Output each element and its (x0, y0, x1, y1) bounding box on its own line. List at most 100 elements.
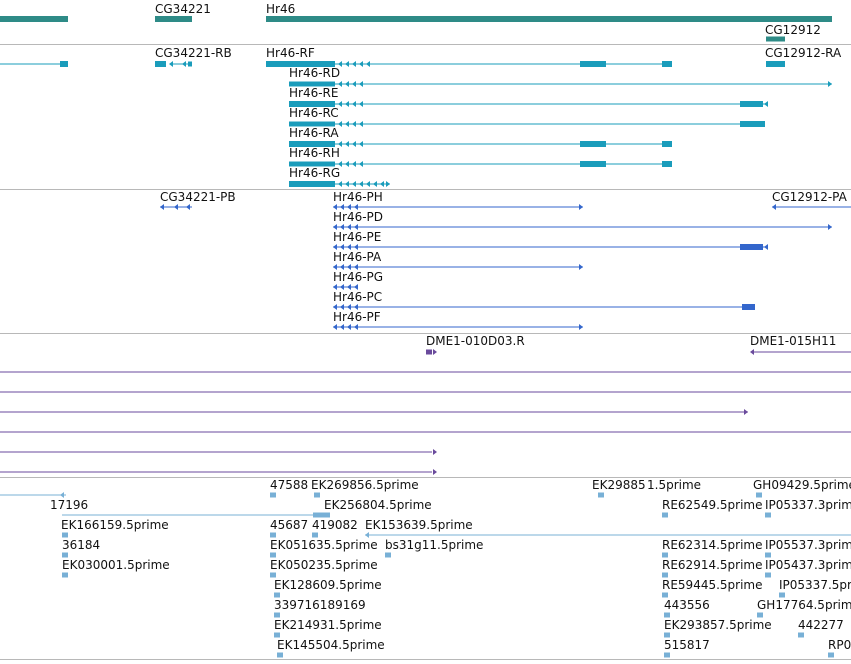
strand-arrow-left-icon (380, 181, 384, 187)
est-label[interactable]: EK214931.5prime (274, 618, 382, 632)
feature-exon-block (274, 612, 280, 618)
transcript-label[interactable]: CG12912-RA (765, 46, 842, 60)
protein-label[interactable]: Hr46-PE (333, 230, 382, 244)
est-label[interactable]: IP05337.3prime (765, 498, 851, 512)
strand-arrow-left-icon (340, 324, 344, 330)
est-label[interactable]: 17196 (50, 498, 89, 512)
clone-label[interactable]: DME1-010D03.R (426, 334, 525, 348)
est-label[interactable]: EK051635.5prime (270, 538, 378, 552)
gene-label[interactable]: CG34221 (155, 2, 211, 16)
est-label[interactable]: IP05337.5prime (779, 578, 851, 592)
est-label[interactable]: 47588 (270, 478, 309, 492)
est-label[interactable]: EK269856.5prime (311, 478, 419, 492)
est-label[interactable]: RE62914.5prime (662, 558, 763, 572)
protein-label[interactable]: Hr46-PH (333, 190, 383, 204)
est-label[interactable]: EK153639.5prime (365, 518, 473, 532)
est-label[interactable]: EK293857.5prime (664, 618, 772, 632)
gene-label[interactable]: CG12912 (765, 23, 821, 37)
feature-exon-block (289, 181, 335, 187)
track-separator (0, 44, 851, 45)
est-label[interactable]: EK29885 (592, 478, 646, 492)
est-label[interactable]: GH09429.5prime (753, 478, 851, 492)
track-separator (0, 659, 851, 660)
est-label[interactable]: 1.5prime (647, 478, 702, 492)
feature-exon-block (662, 512, 668, 518)
strand-arrow-left-icon (347, 304, 351, 310)
strand-arrow-left-icon (352, 121, 356, 127)
est-label[interactable]: 442277 (798, 618, 844, 632)
feature-exon-block (664, 632, 670, 638)
feature-exon-block (766, 36, 785, 42)
est-label[interactable]: EK030001.5prime (62, 558, 170, 572)
feature-exon-block (289, 141, 335, 147)
est-label[interactable]: 339716189169 (274, 598, 366, 612)
gene-label[interactable]: Hr46 (266, 2, 296, 16)
protein-label[interactable]: Hr46-PA (333, 250, 382, 264)
clone-label[interactable]: DME1-015H11 (750, 334, 837, 348)
strand-arrow-left-icon (373, 181, 377, 187)
transcript-label[interactable]: Hr46-RA (289, 126, 339, 140)
est-label[interactable]: RE62549.5prime (662, 498, 763, 512)
strand-arrow-left-icon (359, 161, 363, 167)
est-label[interactable]: GH17764.5prime (757, 598, 851, 612)
est-label[interactable]: bs31g11.5prime (385, 538, 484, 552)
feature-exon-block (580, 61, 606, 67)
strand-arrow-left-icon (354, 204, 358, 210)
strand-arrow-left-icon (333, 204, 337, 210)
est-label[interactable]: RP0 (828, 638, 851, 652)
strand-arrow-left-icon (345, 101, 349, 107)
est-label[interactable]: 36184 (62, 538, 101, 552)
feature-exon-block (313, 512, 330, 518)
protein-label[interactable]: Hr46-PG (333, 270, 384, 284)
track-separator (0, 477, 851, 478)
feature-exon-block (270, 552, 276, 558)
feature-exon-block (798, 632, 804, 638)
transcript-label[interactable]: Hr46-RG (289, 166, 341, 180)
est-label[interactable]: EK128609.5prime (274, 578, 382, 592)
protein-label[interactable]: Hr46-PD (333, 210, 384, 224)
feature-exon-block (314, 492, 320, 498)
est-label[interactable]: EK050235.5prime (270, 558, 378, 572)
strand-arrow-left-icon (352, 81, 356, 87)
feature-exon-block (155, 16, 192, 22)
feature-exon-block (62, 572, 68, 578)
est-label[interactable]: IP05537.3prime (765, 538, 851, 552)
strand-arrow-left-icon (340, 304, 344, 310)
track-separator (0, 189, 851, 190)
strand-arrow-left-icon (347, 244, 351, 250)
strand-arrow-left-icon (160, 204, 164, 210)
strand-arrow-left-icon (764, 244, 768, 250)
strand-arrow-left-icon (186, 204, 190, 210)
transcript-label[interactable]: Hr46-RF (266, 46, 315, 60)
feature-exon-block (828, 652, 834, 658)
feature-exon-block (188, 61, 192, 67)
protein-label[interactable]: Hr46-PF (333, 310, 381, 324)
est-label[interactable]: 45687 (270, 518, 309, 532)
feature-exon-block (266, 16, 832, 22)
feature-exon-block (385, 552, 391, 558)
feature-exon-block (662, 552, 668, 558)
est-label[interactable]: IP05437.3prime (765, 558, 851, 572)
strand-arrow-left-icon (359, 141, 363, 147)
transcript-label[interactable]: CG34221-RB (155, 46, 232, 60)
strand-arrow-left-icon (338, 141, 342, 147)
transcript-label[interactable]: Hr46-RD (289, 66, 341, 80)
est-label[interactable]: RE59445.5prime (662, 578, 763, 592)
est-label[interactable]: 443556 (664, 598, 710, 612)
protein-label[interactable]: CG34221-PB (160, 190, 236, 204)
transcript-label[interactable]: Hr46-RE (289, 86, 339, 100)
transcript-label[interactable]: Hr46-RC (289, 106, 339, 120)
strand-arrow-left-icon (338, 161, 342, 167)
strand-arrow-left-icon (354, 284, 358, 290)
strand-arrow-left-icon (359, 181, 363, 187)
feature-exon-block (270, 492, 276, 498)
protein-label[interactable]: Hr46-PC (333, 290, 383, 304)
transcript-label[interactable]: Hr46-RH (289, 146, 340, 160)
est-label[interactable]: EK256804.5prime (324, 498, 432, 512)
est-label[interactable]: 419082 (312, 518, 358, 532)
protein-label[interactable]: CG12912-PA (772, 190, 847, 204)
est-label[interactable]: RE62314.5prime (662, 538, 763, 552)
est-label[interactable]: EK166159.5prime (61, 518, 169, 532)
est-label[interactable]: 515817 (664, 638, 710, 652)
est-label[interactable]: EK145504.5prime (277, 638, 385, 652)
